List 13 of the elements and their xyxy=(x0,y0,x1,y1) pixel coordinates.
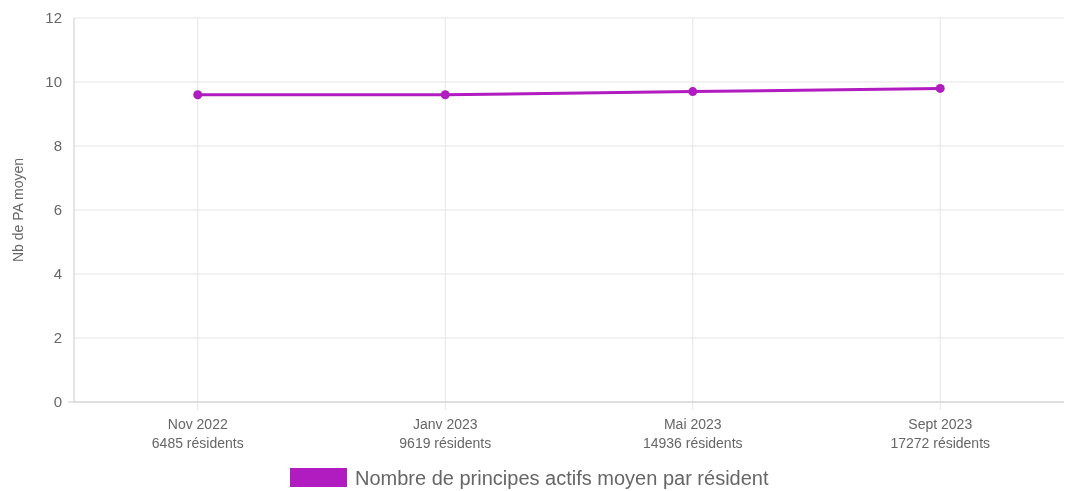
legend-label: Nombre de principes actifs moyen par résident xyxy=(355,467,769,489)
x-tick-label: Mai 2023 14936 résidents xyxy=(642,416,743,451)
x-tick-label: Nov 2022 6485 résidents xyxy=(151,416,244,451)
x-tick-label: Sept 2023 17272 résidents xyxy=(890,416,991,451)
y-tick-label: 12 xyxy=(45,9,62,27)
y-tick-label: 0 xyxy=(53,393,62,411)
x-tick-label: Janv 2023 9619 résidents xyxy=(399,416,492,451)
y-tick-label: 10 xyxy=(45,73,62,91)
y-tick-label: 2 xyxy=(53,329,62,347)
y-tick-label: 4 xyxy=(53,265,62,283)
y-axis-title: Nb de PA moyen xyxy=(10,157,26,263)
y-tick-label: 8 xyxy=(53,137,62,155)
y-tick-label: 6 xyxy=(53,201,62,219)
